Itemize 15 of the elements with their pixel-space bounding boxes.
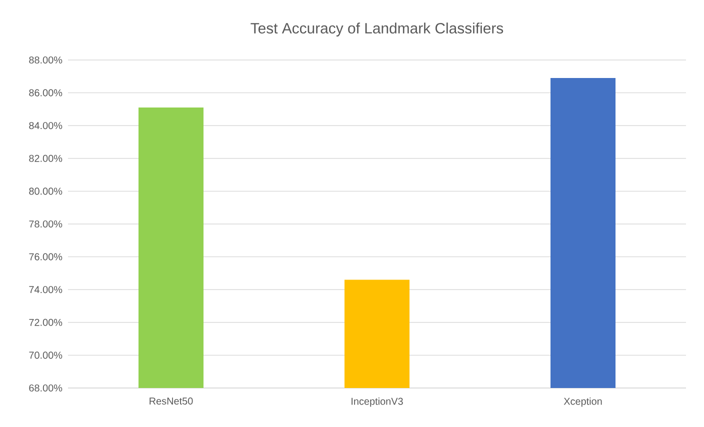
y-tick-label: 78.00% (29, 220, 62, 228)
y-tick-label: 82.00% (29, 154, 62, 162)
y-tick-label: 70.00% (29, 352, 62, 359)
x-tick-label: Xception (564, 398, 602, 407)
y-tick-label: 74.00% (29, 286, 62, 294)
y-tick-label: 86.00% (29, 89, 62, 96)
y-tick-label: 80.00% (29, 188, 62, 195)
y-tick-label: 68.00% (29, 384, 62, 392)
y-tick-label: 72.00% (29, 318, 62, 326)
y-tick-label: 84.00% (29, 122, 62, 130)
y-tick-label: 76.00% (29, 253, 62, 260)
x-tick-label: ResNet50 (150, 398, 193, 405)
x-tick-label: InceptionV3 (352, 398, 403, 407)
y-tick-label: 88.00% (29, 56, 62, 64)
chart-title: Test Accuracy of Landmark Classifiers (250, 22, 504, 36)
